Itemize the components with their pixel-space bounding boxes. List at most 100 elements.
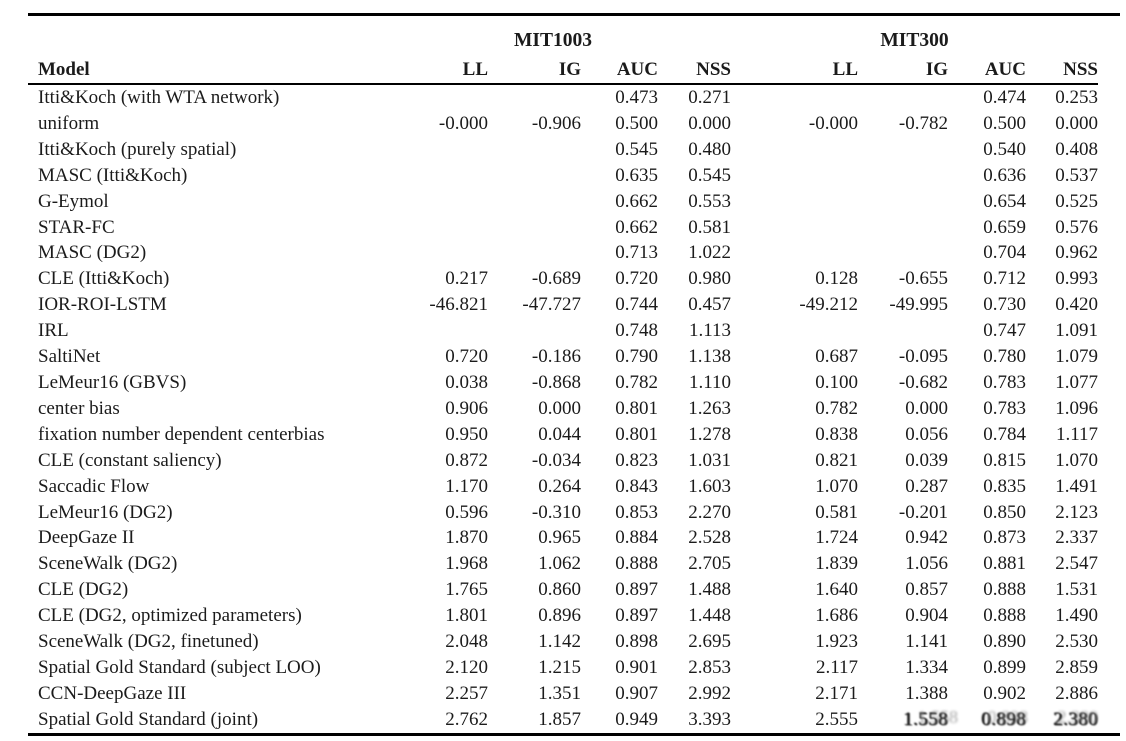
metric-cell: 1.923 (815, 631, 858, 653)
metric-cell: 0.473 (615, 87, 658, 108)
metric-cell: 0.474 (983, 87, 1026, 108)
metric-cell: 1.062 (538, 553, 581, 575)
metric-cell: 2.547 (1055, 553, 1098, 575)
metric-cell: 1.138 (688, 346, 731, 368)
metric-cell: 0.897 (615, 579, 658, 601)
column-header-nss-mit1003: NSS (658, 55, 731, 85)
metric-cell (375, 189, 488, 215)
metric-cell: 2.171 (815, 682, 858, 704)
metric-cell: 2.762 (445, 708, 488, 730)
metric-cell: 1.724 (815, 527, 858, 549)
metric-cell: 0.271 (688, 87, 731, 108)
metric-cell: 0.000 (905, 397, 948, 419)
model-name: MASC (DG2) (38, 242, 147, 264)
metric-cell (858, 84, 948, 111)
metric-cell: 0.581 (688, 216, 731, 238)
metric-cell: 0.843 (615, 475, 658, 497)
metric-cell: 0.654 (983, 190, 1026, 212)
metric-cell: 1.334 (905, 656, 948, 678)
metric-cell: 1.448 (688, 605, 731, 627)
metric-cell (731, 137, 858, 163)
metric-cell (375, 163, 488, 189)
metric-cell: 1.215 (538, 656, 581, 678)
model-name: CCN-DeepGaze III (38, 682, 187, 704)
model-name: Spatial Gold Standard (subject LOO) (38, 656, 321, 678)
metric-cell: 0.720 (445, 346, 488, 368)
metric-cell: 0.888 (983, 605, 1026, 627)
metric-cell (375, 240, 488, 266)
metric-cell: 1.079 (1055, 346, 1098, 368)
metric-cell: 0.980 (688, 268, 731, 290)
metric-cell: -47.727 (522, 294, 581, 316)
metric-cell: 2.859 (1055, 656, 1098, 678)
model-name: SceneWalk (DG2, finetuned) (38, 631, 259, 653)
table-row: CLE (DG2, optimized parameters) 1.801 0.89… (28, 603, 1098, 629)
metric-cell: 1.488 (688, 579, 731, 601)
metric-cell: 0.636 (983, 164, 1026, 186)
metric-cell: 0.264 (538, 475, 581, 497)
metric-cell (488, 240, 581, 266)
metric-cell: 2.117 (815, 656, 858, 678)
model-name: CLE (DG2, optimized parameters) (38, 605, 302, 627)
metric-cell: 0.744 (615, 294, 658, 316)
results-table: MIT1003 MIT300 Model LL IG AUC NSS LL IG… (28, 13, 1120, 736)
model-name: Itti&Koch (with WTA network) (38, 87, 280, 108)
metric-cell (858, 163, 948, 189)
metric-cell: 0.873 (983, 527, 1026, 549)
table-row: CLE (constant saliency) 0.872 -0.034 0.823 1… (28, 448, 1098, 474)
metric-cell (731, 215, 858, 241)
table-row: LeMeur16 (DG2) 0.596 -0.310 0.853 2.270 0.581… (28, 500, 1098, 526)
metric-cell: 1.070 (815, 475, 858, 497)
metric-cell: 0.965 (538, 527, 581, 549)
metric-cell: 1.022 (688, 242, 731, 264)
model-name: LeMeur16 (DG2) (38, 501, 173, 523)
model-name: DeepGaze II (38, 527, 135, 549)
table-row: fixation number dependent centerbias 0.95… (28, 422, 1098, 448)
metric-cell: 1.113 (688, 320, 731, 342)
metric-cell: 0.253 (1055, 87, 1098, 108)
table-row: DeepGaze II 1.870 0.965 0.884 2.528 1.724 0.94… (28, 525, 1098, 551)
metric-cell: 1.141 (905, 631, 948, 653)
column-header-row: Model LL IG AUC NSS LL IG AUC NSS (28, 55, 1098, 85)
metric-cell: -0.689 (531, 268, 581, 290)
metric-cell: -0.095 (898, 346, 948, 368)
table-row: CLE (DG2) 1.765 0.860 0.897 1.488 1.640 0.857 0… (28, 577, 1098, 603)
metric-cell: 0.835 (983, 475, 1026, 497)
column-header-auc-mit1003: AUC (581, 55, 658, 85)
metric-cell: 1.070 (1055, 449, 1098, 471)
model-name: MASC (Itti&Koch) (38, 164, 188, 186)
benchmark-table: MIT1003 MIT300 Model LL IG AUC NSS LL IG… (28, 16, 1098, 733)
metric-cell: 0.537 (1055, 164, 1098, 186)
table-row: center bias 0.906 0.000 0.801 1.263 0.782 0.00… (28, 396, 1098, 422)
metric-cell: 1.170 (445, 475, 488, 497)
metric-cell: 0.942 (905, 527, 948, 549)
metric-cell: 1.839 (815, 553, 858, 575)
metric-cell: 0.872 (445, 449, 488, 471)
metric-cell: 0.949 (615, 708, 658, 730)
metric-cell: 0.457 (688, 294, 731, 316)
table-header: MIT1003 MIT300 Model LL IG AUC NSS LL IG… (28, 16, 1098, 85)
column-header-ig-mit300: IG (858, 55, 948, 85)
metric-cell: -0.000 (438, 112, 488, 134)
table-row: Spatial Gold Standard (subject LOO) 2.120… (28, 655, 1098, 681)
metric-cell: 2.530 (1055, 631, 1098, 653)
metric-cell: 0.888 (615, 553, 658, 575)
metric-cell: 1.490 (1055, 605, 1098, 627)
metric-cell: 0.857 (905, 579, 948, 601)
column-header-ll-mit1003: LL (375, 55, 488, 85)
metric-cell (488, 318, 581, 344)
metric-cell: -0.655 (898, 268, 948, 290)
metric-cell: 0.038 (445, 371, 488, 393)
metric-cell: 0.906 (445, 397, 488, 419)
metric-cell: 0.850 (983, 501, 1026, 523)
metric-cell: 1.091 (1055, 320, 1098, 342)
table-row: STAR-FC 0.662 0.581 0.659 0.576 (28, 215, 1098, 241)
metric-cell: 0.823 (615, 449, 658, 471)
metric-cell: 0.884 (615, 527, 658, 549)
metric-cell: 0.000 (538, 397, 581, 419)
metric-cell: 2.528 (688, 527, 731, 549)
metric-cell: -0.000 (808, 112, 858, 134)
table-row: Saccadic Flow 1.170 0.264 0.843 1.603 1.070 0.… (28, 474, 1098, 500)
metric-cell: 0.287 (905, 475, 948, 497)
metric-cell: -49.212 (799, 294, 858, 316)
